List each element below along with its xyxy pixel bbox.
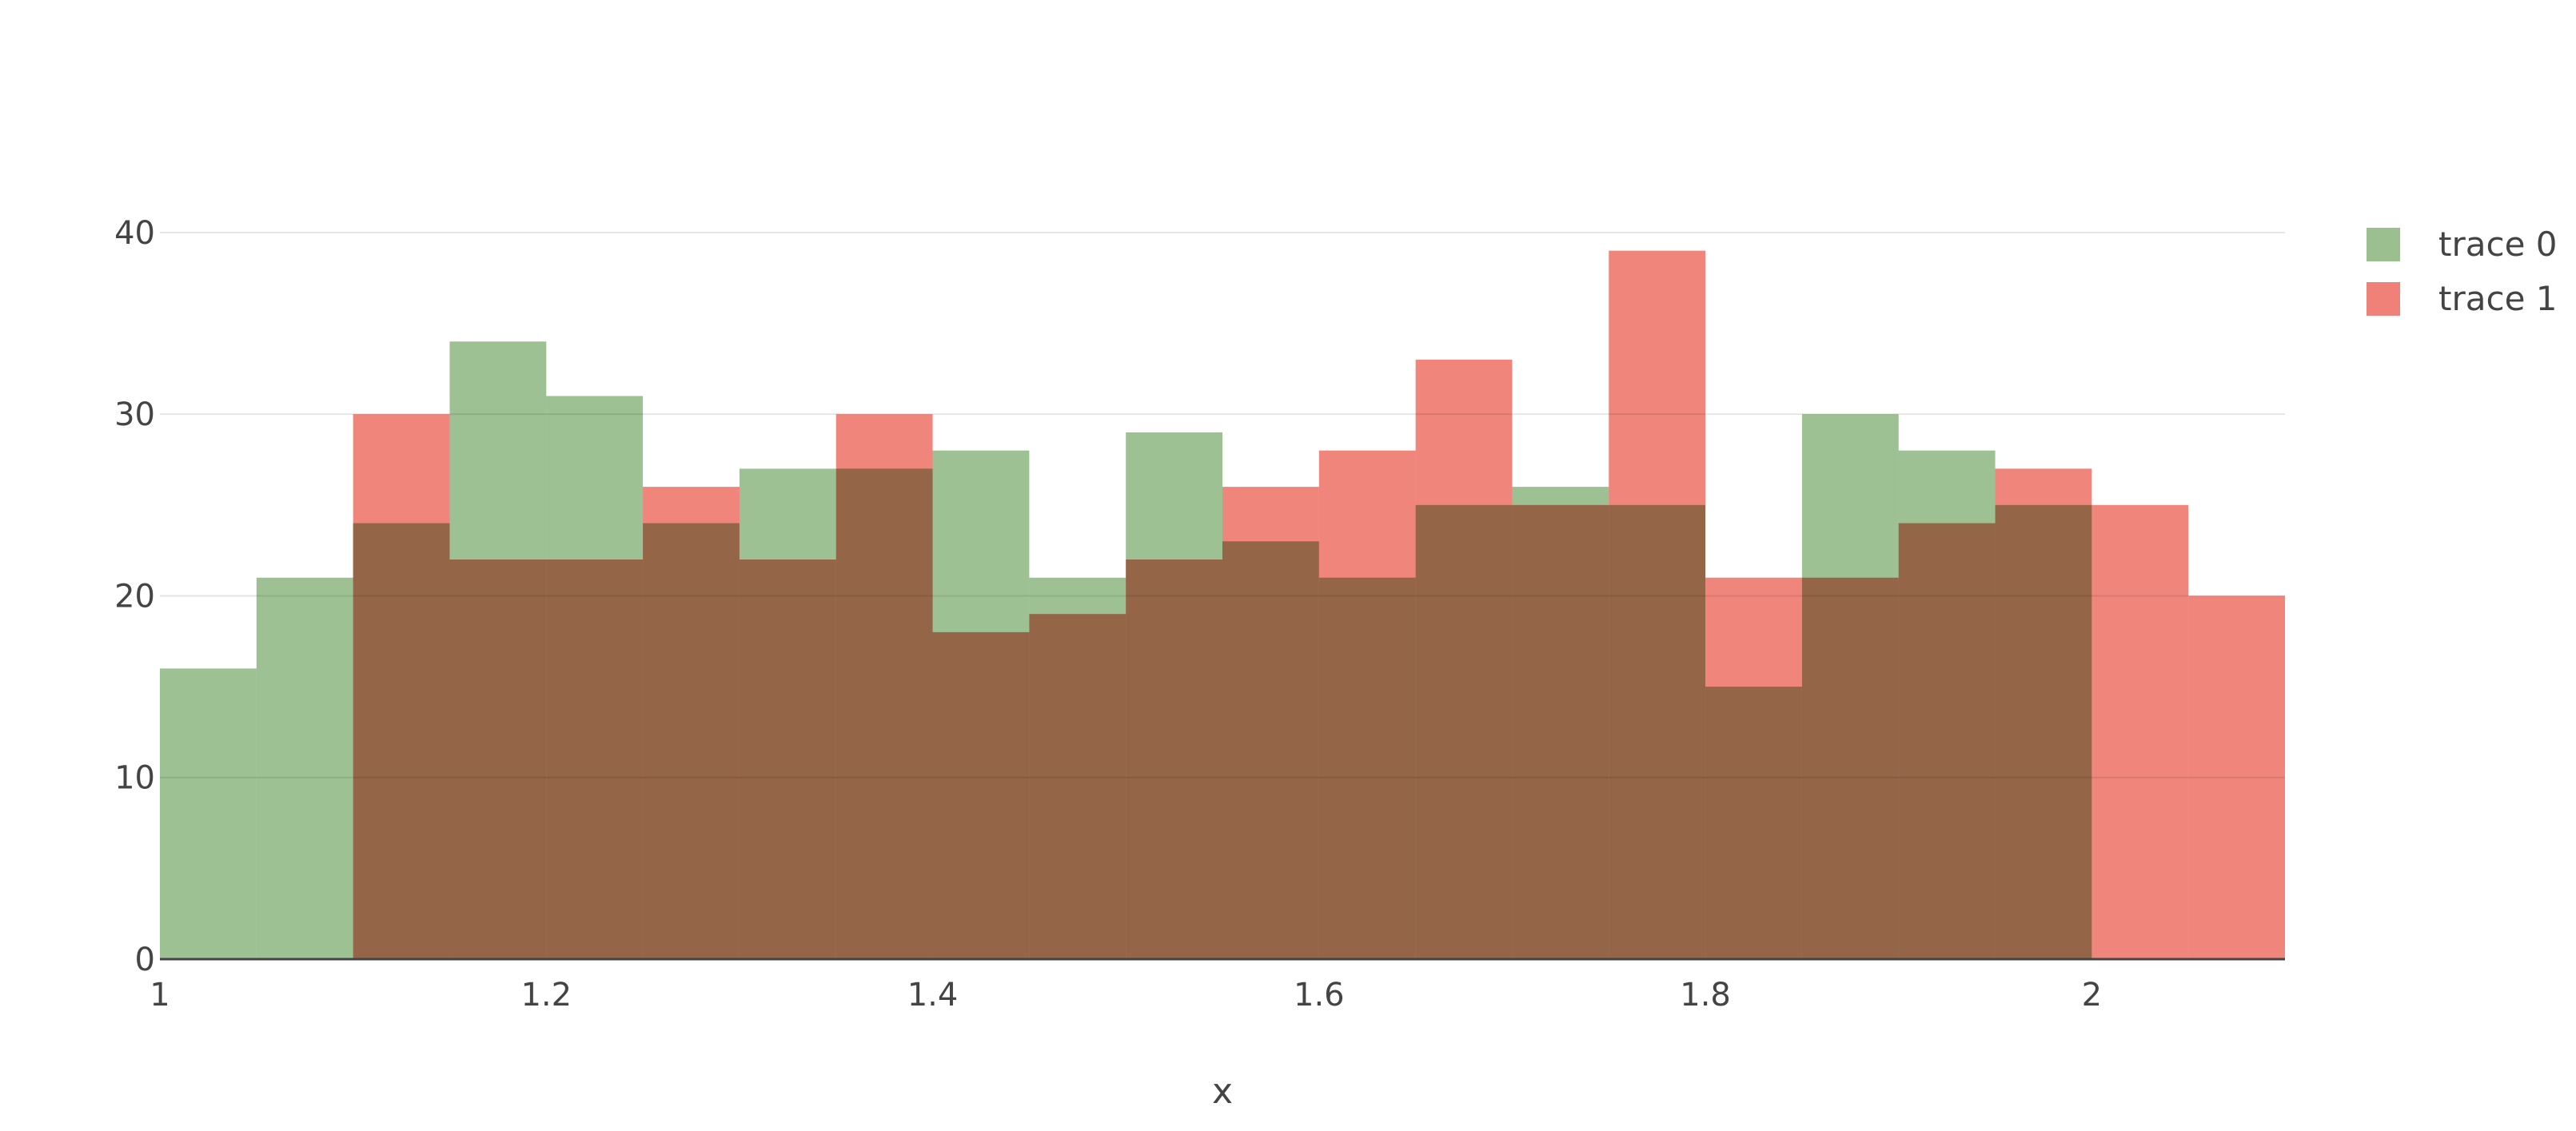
x-tick-label: 2 <box>2082 977 2102 1014</box>
legend-label-trace-0[interactable]: trace 0 <box>2438 225 2557 264</box>
legend-swatch-trace-0[interactable] <box>2367 228 2400 261</box>
bar-trace-1[interactable] <box>1512 504 1609 959</box>
bars <box>160 250 2285 960</box>
bar-trace-1[interactable] <box>643 487 740 959</box>
bar-trace-1[interactable] <box>835 414 933 959</box>
bar-trace-0[interactable] <box>256 577 353 959</box>
legend-swatch-trace-1[interactable] <box>2367 282 2400 316</box>
y-tick-label: 30 <box>114 396 155 433</box>
bar-trace-1[interactable] <box>1705 577 1802 959</box>
bar-trace-1[interactable] <box>739 560 836 959</box>
bar-trace-1[interactable] <box>1995 468 2092 959</box>
bar-trace-1[interactable] <box>546 560 644 959</box>
bar-trace-1[interactable] <box>2188 595 2285 959</box>
legend[interactable]: trace 0 trace 1 <box>2367 225 2557 318</box>
x-axis-title: x <box>1212 1071 1233 1112</box>
bar-trace-1[interactable] <box>932 631 1030 959</box>
bar-trace-1[interactable] <box>1222 487 1319 959</box>
x-tick-label: 1.8 <box>1680 977 1731 1014</box>
bar-trace-1[interactable] <box>1801 577 1899 959</box>
axes: 0 10 20 30 40 1 1.2 1.4 1.6 1.8 2 <box>114 215 2285 1014</box>
bar-trace-0[interactable] <box>160 668 257 959</box>
y-tick-label: 10 <box>114 760 155 797</box>
y-tick-label: 40 <box>114 215 155 252</box>
bar-trace-1[interactable] <box>1318 450 1416 959</box>
y-tick-label: 0 <box>135 942 155 978</box>
bar-trace-1[interactable] <box>1126 560 1222 959</box>
x-tick-label: 1.4 <box>907 977 959 1014</box>
bar-trace-1[interactable] <box>1609 250 1706 959</box>
legend-label-trace-1[interactable]: trace 1 <box>2438 279 2557 318</box>
bar-trace-1[interactable] <box>353 414 450 959</box>
x-tick-label: 1.6 <box>1294 977 1345 1014</box>
y-tick-label: 20 <box>114 578 155 615</box>
bar-trace-1[interactable] <box>2092 504 2189 959</box>
x-tick-label: 1 <box>150 977 169 1014</box>
bar-trace-1[interactable] <box>449 560 547 959</box>
bar-trace-1[interactable] <box>1898 523 1996 959</box>
bar-trace-1[interactable] <box>1029 614 1127 959</box>
x-tick-label: 1.2 <box>520 977 572 1014</box>
bar-trace-1[interactable] <box>1415 360 1513 959</box>
